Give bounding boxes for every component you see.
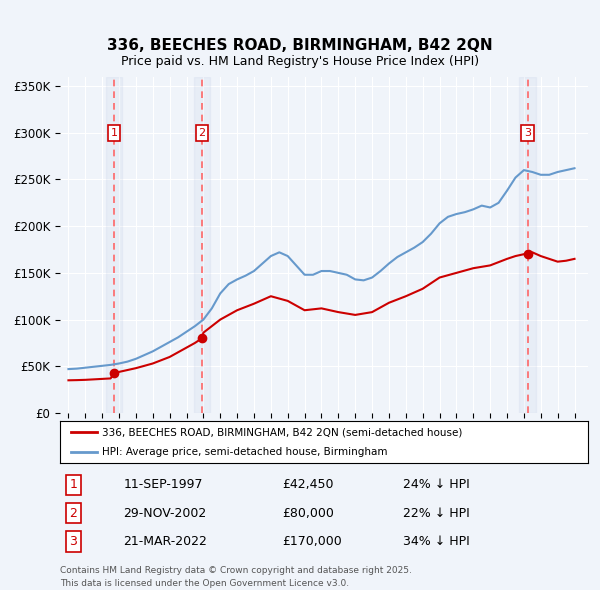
Text: £80,000: £80,000 (282, 507, 334, 520)
Text: 24% ↓ HPI: 24% ↓ HPI (403, 478, 470, 491)
Text: This data is licensed under the Open Government Licence v3.0.: This data is licensed under the Open Gov… (60, 579, 349, 588)
Text: 29-NOV-2002: 29-NOV-2002 (124, 507, 206, 520)
Text: 11-SEP-1997: 11-SEP-1997 (124, 478, 203, 491)
Text: £42,450: £42,450 (282, 478, 333, 491)
Bar (106, 77, 122, 413)
Text: HPI: Average price, semi-detached house, Birmingham: HPI: Average price, semi-detached house,… (102, 447, 388, 457)
Bar (194, 77, 211, 413)
Text: 34% ↓ HPI: 34% ↓ HPI (403, 535, 470, 548)
Text: 2: 2 (69, 507, 77, 520)
Text: 3: 3 (524, 128, 531, 137)
Text: 2: 2 (199, 128, 206, 137)
Text: Contains HM Land Registry data © Crown copyright and database right 2025.: Contains HM Land Registry data © Crown c… (60, 566, 412, 575)
Text: 1: 1 (69, 478, 77, 491)
Text: Price paid vs. HM Land Registry's House Price Index (HPI): Price paid vs. HM Land Registry's House … (121, 55, 479, 68)
Text: 21-MAR-2022: 21-MAR-2022 (124, 535, 207, 548)
Text: 336, BEECHES ROAD, BIRMINGHAM, B42 2QN: 336, BEECHES ROAD, BIRMINGHAM, B42 2QN (107, 38, 493, 53)
Text: 22% ↓ HPI: 22% ↓ HPI (403, 507, 470, 520)
Text: 336, BEECHES ROAD, BIRMINGHAM, B42 2QN (semi-detached house): 336, BEECHES ROAD, BIRMINGHAM, B42 2QN (… (102, 427, 463, 437)
Text: 3: 3 (69, 535, 77, 548)
Bar (519, 77, 536, 413)
Text: £170,000: £170,000 (282, 535, 341, 548)
Text: 1: 1 (110, 128, 118, 137)
